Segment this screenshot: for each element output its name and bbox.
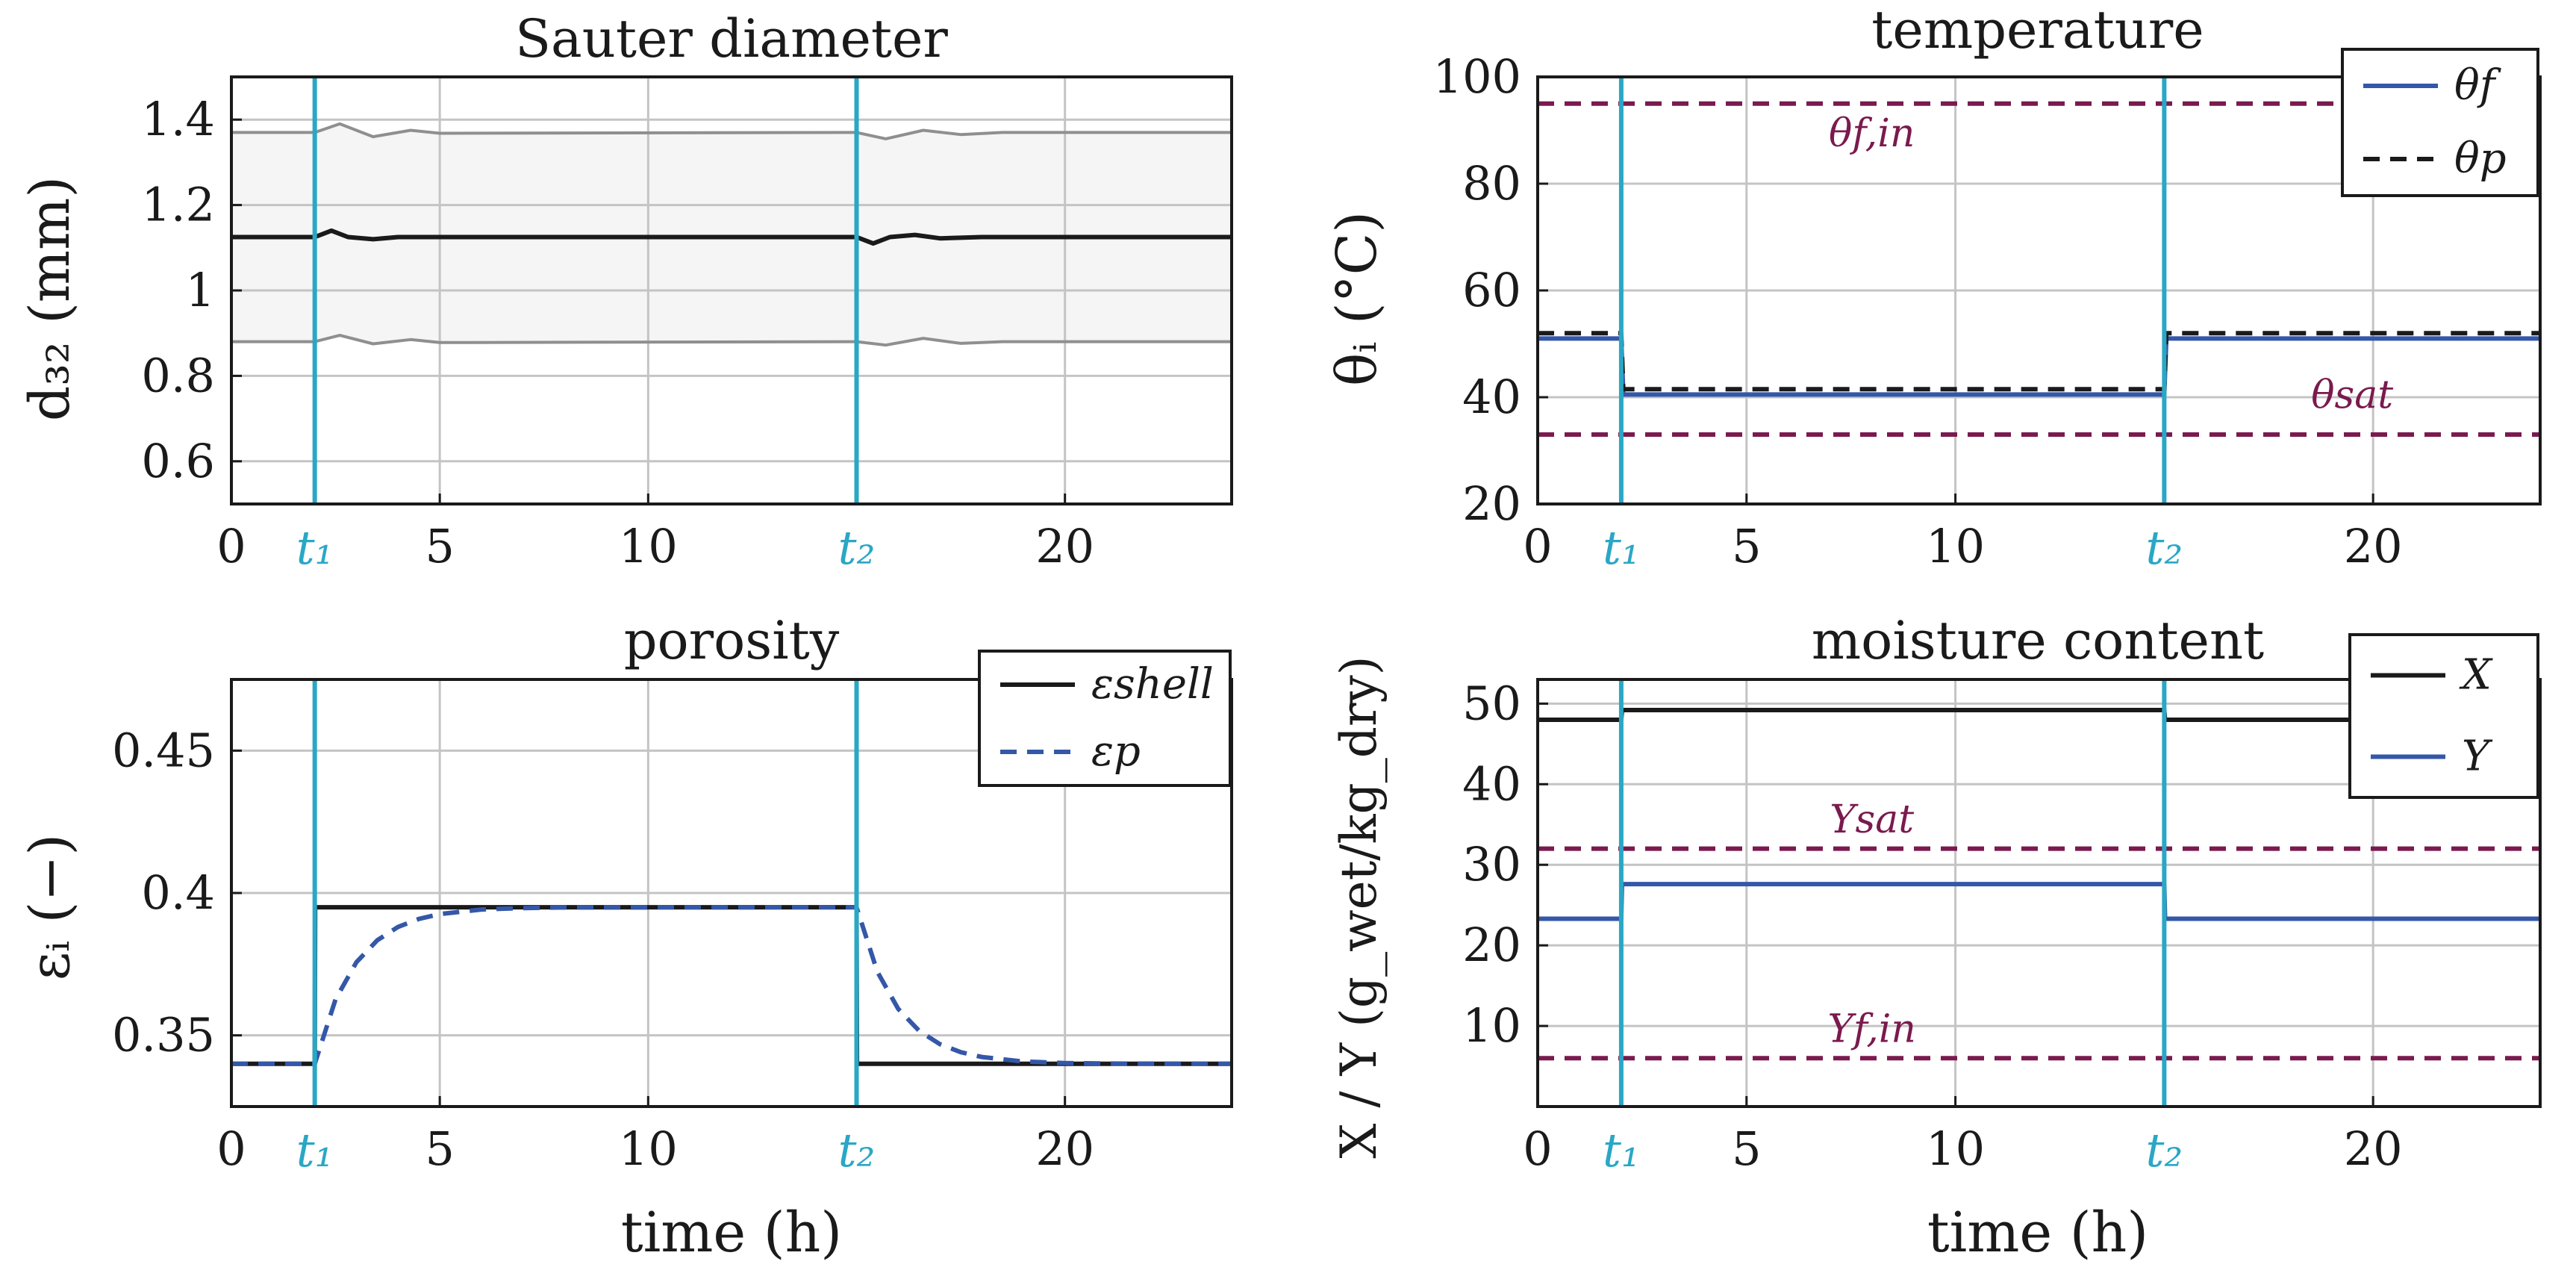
sauter-ytick-label: 0.8 — [141, 348, 215, 402]
temperature-panel: temperature θᵢ (°C) θf,in θsat 0 5 10 20 t₁ t₂ 2… — [1325, 0, 2542, 575]
temperature-ylabel: θᵢ (°C) — [1325, 211, 1389, 386]
porosity-event-label-t2: t₂ — [838, 1123, 876, 1177]
moisture-frame — [1536, 678, 2542, 1108]
porosity-ylabel: εᵢ (−) — [18, 834, 82, 981]
sauter-title: Sauter diameter — [515, 8, 948, 69]
porosity-legend-label: εshell — [1091, 660, 1214, 709]
porosity-ytick-label: 0.4 — [141, 865, 215, 920]
moisture-annotation: Yf,in — [1827, 1007, 1915, 1052]
moisture-legend: XY — [2348, 633, 2539, 799]
porosity-legend-box — [978, 650, 1232, 787]
temperature-ytick-label: 100 — [1433, 49, 1521, 104]
temperature-ytick-label: 60 — [1462, 263, 1521, 317]
temperature-xtick-label: 20 — [2344, 519, 2403, 573]
moisture-xtick-label: 5 — [1732, 1121, 1761, 1176]
moisture-title: moisture content — [1812, 610, 2264, 671]
temperature-series--p — [1538, 331, 2540, 392]
temperature-ytick-label: 20 — [1462, 476, 1521, 531]
porosity-event-label-t1: t₁ — [296, 1123, 334, 1177]
moisture-ytick-label: 20 — [1462, 918, 1521, 972]
moisture-annotation: Ysat — [1830, 797, 1914, 842]
temperature-annotation: θsat — [2311, 373, 2393, 417]
porosity-xtick-label: 20 — [1035, 1121, 1094, 1176]
sauter-series-d32 — [231, 228, 1232, 246]
moisture-event-label-t1: t₁ — [1603, 1123, 1640, 1177]
moisture-ytick-label: 50 — [1462, 676, 1521, 730]
temperature-legend: θf θp — [2341, 48, 2539, 197]
porosity-xtick-label: 0 — [216, 1121, 246, 1176]
temperature-title: temperature — [1871, 0, 2204, 60]
temperature-legend-label: θf — [2454, 61, 2502, 110]
moisture-ytick-label: 10 — [1462, 998, 1521, 1053]
moisture-xlabel: time (h) — [1927, 1201, 2148, 1265]
porosity-legend: εshell εp — [978, 650, 1232, 787]
sauter-ytick-label: 1 — [186, 263, 215, 317]
moisture-xtick-label: 0 — [1523, 1121, 1552, 1176]
sauter-xtick-label: 20 — [1035, 519, 1094, 573]
temperature-series--f — [1538, 336, 2540, 397]
sauter-ytick-label: 1.2 — [141, 178, 215, 232]
porosity-xtick-label: 5 — [425, 1121, 454, 1176]
porosity-xlabel: time (h) — [621, 1201, 842, 1265]
temperature-xtick-label: 10 — [1926, 519, 1985, 573]
moisture-legend-label: X — [2459, 651, 2493, 700]
sauter-series-upper-bound — [231, 122, 1232, 140]
sauter-ytick-label: 1.4 — [141, 92, 215, 146]
temperature-event-label-t2: t₂ — [2145, 520, 2183, 575]
moisture-legend-box — [2348, 633, 2539, 799]
sauter-series-lower-bound — [231, 334, 1232, 347]
temperature-event-label-t1: t₁ — [1603, 520, 1640, 575]
moisture-xtick-label: 10 — [1926, 1121, 1985, 1176]
sauter-diameter-panel: Sauter diameter d₃₂ (mm) 0 5 10 20 t₁ t₂ 0.6 0.… — [18, 8, 1233, 575]
moisture-xtick-label: 20 — [2344, 1121, 2403, 1176]
porosity-panel: porosity εᵢ (−) time (h) 0 5 10 20 t₁ t₂ 0.35 0… — [18, 610, 1233, 1265]
sauter-event-label-t1: t₁ — [296, 520, 334, 575]
temperature-annotation: θf,in — [1829, 111, 1915, 156]
temperature-ytick-label: 40 — [1462, 370, 1521, 424]
temperature-legend-box — [2341, 48, 2539, 197]
moisture-ytick-label: 40 — [1462, 756, 1521, 811]
porosity-legend-label: εp — [1091, 727, 1141, 776]
temperature-ytick-label: 80 — [1462, 156, 1521, 211]
moisture-series-y — [1538, 882, 2540, 921]
sauter-ytick-label: 0.6 — [141, 434, 215, 488]
temperature-legend-label: θp — [2454, 134, 2507, 183]
sauter-xtick-label: 0 — [216, 519, 246, 573]
moisture-panel: moisture content X / Y (g_wet/kg_dry) ti… — [1330, 610, 2542, 1265]
moisture-event-label-t2: t₂ — [2145, 1123, 2183, 1177]
temperature-xtick-label: 0 — [1523, 519, 1552, 573]
temperature-xtick-label: 5 — [1732, 519, 1761, 573]
sauter-event-label-t2: t₂ — [838, 520, 876, 575]
sauter-band — [231, 123, 1232, 346]
moisture-series-x — [1538, 708, 2540, 722]
porosity-ytick-label: 0.35 — [112, 1008, 215, 1062]
sauter-xtick-label: 5 — [425, 519, 454, 573]
moisture-ylabel: X / Y (g_wet/kg_dry) — [1330, 656, 1388, 1158]
porosity-ytick-label: 0.45 — [112, 723, 215, 777]
moisture-ytick-label: 30 — [1462, 837, 1521, 892]
moisture-legend-label: Y — [2462, 732, 2493, 781]
porosity-xtick-label: 10 — [619, 1121, 678, 1176]
sauter-ylabel: d₃₂ (mm) — [18, 176, 82, 421]
sauter-xtick-label: 10 — [619, 519, 678, 573]
porosity-title: porosity — [624, 610, 840, 671]
